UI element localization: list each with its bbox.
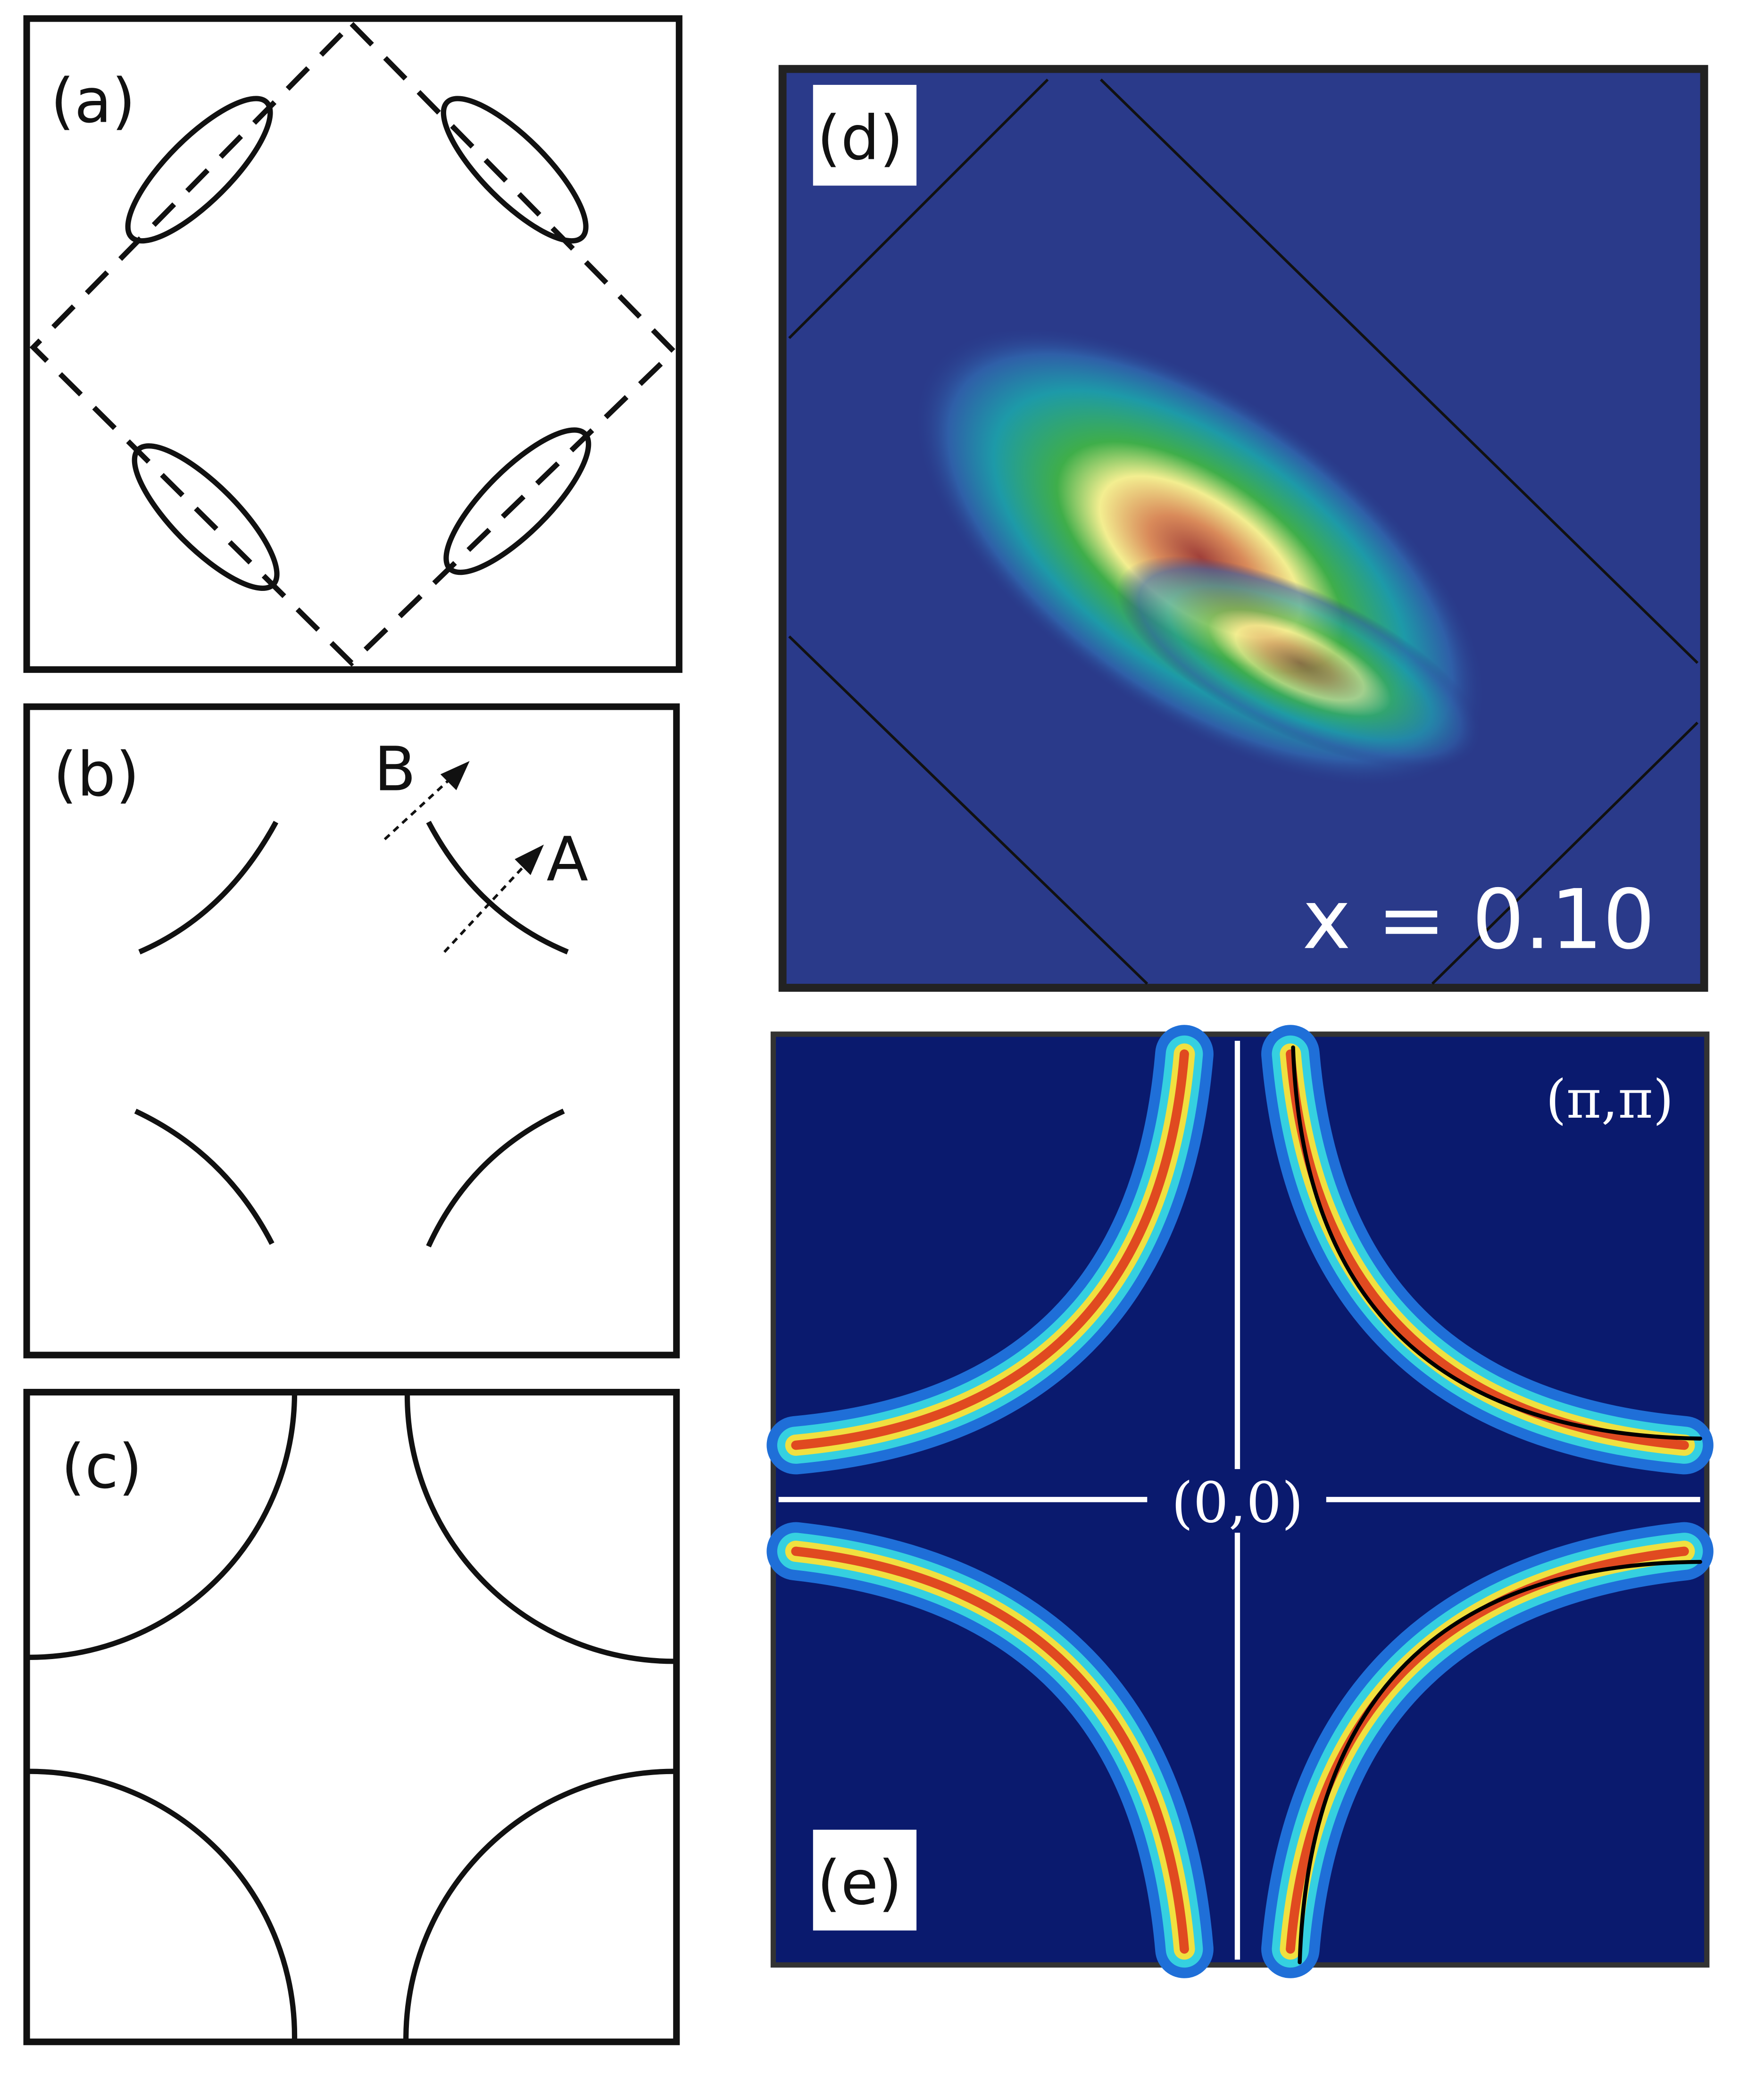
arrow-line (443, 861, 529, 953)
zone-line (1431, 722, 1699, 985)
arrow-label: A (547, 824, 588, 895)
origin-bg (1147, 1469, 1326, 1533)
panel-label: (a) (50, 66, 135, 137)
panel-label: (c) (61, 1432, 142, 1502)
pockets (125, 96, 591, 591)
arrow-head (440, 761, 470, 790)
frame (23, 703, 680, 1359)
intensity-map (1116, 556, 1483, 770)
arcs (29, 1394, 674, 2040)
arrow-line (383, 774, 455, 840)
zone-line (1099, 78, 1699, 664)
zone-line (788, 635, 1148, 985)
zone-lines (788, 78, 1699, 985)
pocket (441, 96, 589, 244)
arc (138, 821, 279, 954)
shape (1286, 1546, 1689, 1954)
shape (791, 1049, 1189, 1450)
arc (404, 1394, 674, 1664)
label-box (813, 84, 917, 186)
frame (23, 1389, 680, 2045)
panel-label: (b) (53, 739, 140, 810)
pocket (443, 427, 591, 575)
panel-c: (c) (23, 1389, 680, 2045)
arc (29, 1394, 298, 1660)
fit-curve (1298, 1560, 1702, 1965)
arrow-head (515, 844, 544, 875)
origin-label: (0,0) (1172, 1470, 1304, 1536)
pocket (132, 443, 280, 591)
corner-label: (π,π) (1546, 1069, 1673, 1130)
arc (426, 821, 569, 954)
panel-label: (d) (817, 103, 903, 174)
arc (29, 1768, 298, 2040)
fermi-surface (766, 1025, 1714, 1978)
shape (791, 1546, 1189, 1954)
panel-a: (a) (23, 15, 682, 673)
arc (134, 1108, 275, 1245)
zone-line (788, 78, 1049, 339)
panel-label: (e) (817, 1848, 902, 1918)
pocket (125, 96, 273, 244)
label-box (813, 1829, 917, 1931)
frame (23, 15, 682, 673)
arrow-label: B (374, 734, 416, 805)
arc (426, 1108, 565, 1248)
panel-b: (b) B A (23, 703, 680, 1359)
fit-curve (1291, 1045, 1702, 1441)
arcs (134, 821, 569, 1248)
panel-e: (0,0) (π,π) (e) (766, 1025, 1714, 1978)
doping-label: x = 0.10 (1302, 872, 1655, 968)
arc (403, 1768, 674, 2040)
panel-d: (d) x = 0.10 (778, 65, 1708, 992)
